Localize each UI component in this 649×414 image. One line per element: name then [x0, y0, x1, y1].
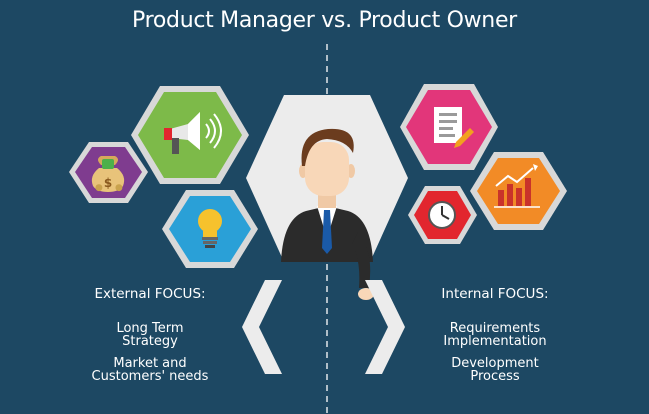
right-heading: Internal FOCUS: [441, 286, 549, 302]
left-item-2: Market and Customers' needs [91, 356, 209, 384]
clock-hexagon [408, 186, 477, 244]
growth-chart-hexagon [470, 152, 567, 230]
lightbulb-icon [198, 209, 222, 248]
right-chevron-shape [365, 280, 405, 374]
right-item-1: Requirements Implementation [443, 321, 547, 349]
money-bag-icon: $ ● ● [91, 156, 125, 193]
right-item-2: Development Process [451, 356, 539, 384]
diagram-title: Product Manager vs. Product Owner [132, 8, 517, 33]
businessman-figure [281, 128, 374, 300]
clock-icon [428, 201, 456, 229]
lightbulb-hexagon [162, 190, 258, 268]
svg-text:●: ● [115, 183, 123, 193]
left-chevron-shape [242, 280, 282, 374]
left-heading: External FOCUS: [94, 286, 206, 302]
left-item-1: Long Term Strategy [116, 321, 184, 349]
megaphone-hexagon [131, 86, 249, 184]
svg-text:$: $ [104, 176, 112, 190]
document-hexagon [400, 84, 498, 170]
megaphone-icon [164, 112, 222, 154]
growth-chart-icon [494, 164, 540, 208]
money-bag-hexagon: $ ● ● [69, 142, 148, 203]
document-icon [434, 107, 474, 148]
svg-text:●: ● [95, 183, 103, 193]
